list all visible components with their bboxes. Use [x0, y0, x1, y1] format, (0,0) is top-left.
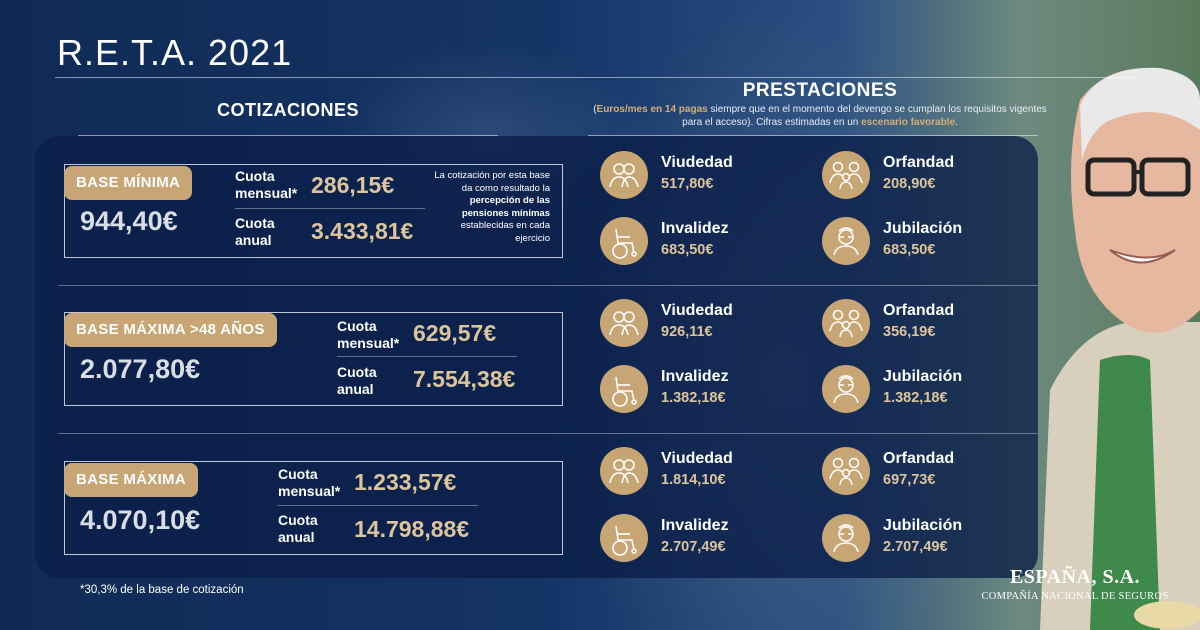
cuota-anual-label: Cuota anual — [278, 512, 318, 545]
logo-name: ESPAÑA, S.A. — [1009, 566, 1141, 588]
benefit-orfandad: Orfandad 697,73€ — [822, 447, 1022, 497]
base-maxima-box — [64, 461, 563, 555]
base-value: 4.070,10€ — [80, 505, 201, 535]
prestaciones-note: (Euros/mes en 14 pagas siempre que en el… — [593, 104, 1047, 128]
base-value: 2.077,80€ — [80, 354, 201, 384]
base-value: 944,40€ — [80, 206, 178, 236]
content-panel — [35, 136, 1038, 578]
title-underline — [55, 77, 1140, 78]
cotizaciones-heading: COTIZACIONES — [216, 100, 359, 120]
prestaciones-header: PRESTACIONES (Euros/mes en 14 pagas siem… — [590, 80, 1050, 129]
section-divider — [58, 285, 1038, 286]
benefit-viudedad: Viudedad 517,80€ — [600, 151, 800, 201]
elderly-person-icon — [822, 365, 870, 413]
family-icon — [822, 151, 870, 199]
minimum-pension-note: La cotización por esta base da como resu… — [434, 170, 550, 244]
family-icon — [822, 299, 870, 347]
widow-couple-icon — [600, 447, 648, 495]
cuota-anual-value: 14.798,88€ — [354, 516, 470, 542]
footnote: *30,3% de la base de cotización — [80, 584, 244, 596]
benefit-invalidez: Invalidez 2.707,49€ — [600, 514, 800, 564]
cuota-anual-label: Cuota anual — [235, 215, 275, 248]
widow-couple-icon — [600, 151, 648, 199]
cuota-mensual-value: 286,15€ — [311, 172, 395, 198]
base-maxima-48-box — [64, 312, 563, 406]
benefit-orfandad: Orfandad 356,19€ — [822, 299, 1022, 349]
base-label: BASE MÁXIMA — [64, 463, 198, 497]
base-label: BASE MÍNIMA — [64, 166, 193, 200]
family-icon — [822, 447, 870, 495]
cuota-anual-value: 7.554,38€ — [413, 366, 516, 392]
prestaciones-heading: PRESTACIONES — [742, 80, 898, 101]
cuota-mensual-value: 629,57€ — [413, 320, 497, 346]
company-logo: ESPAÑA, S.A. COMPAÑÍA NACIONAL DE SEGURO… — [972, 566, 1178, 602]
section-divider — [58, 433, 1038, 434]
benefit-invalidez: Invalidez 683,50€ — [600, 217, 800, 267]
benefit-jubilacion: Jubilación 2.707,49€ — [822, 514, 1022, 564]
cuota-separator — [278, 505, 478, 506]
wheelchair-icon — [600, 217, 648, 265]
cuota-mensual-value: 1.233,57€ — [354, 469, 457, 495]
cuota-anual-label: Cuota anual — [337, 364, 377, 397]
cuota-mensual-label: Cuota mensual* — [278, 466, 341, 499]
benefit-orfandad: Orfandad 208,90€ — [822, 151, 1022, 201]
cuota-separator — [337, 356, 517, 357]
benefit-viudedad: Viudedad 926,11€ — [600, 299, 800, 349]
cotizaciones-underline — [78, 135, 498, 136]
widow-couple-icon — [600, 299, 648, 347]
cuota-mensual-label: Cuota mensual* — [235, 168, 298, 201]
prestaciones-underline — [588, 135, 1038, 136]
benefit-invalidez: Invalidez 1.382,18€ — [600, 365, 800, 415]
benefit-viudedad: Viudedad 1.814,10€ — [600, 447, 800, 497]
base-label: BASE MÁXIMA >48 AÑOS — [64, 313, 277, 347]
base-minima-box — [64, 164, 563, 258]
wheelchair-icon — [600, 365, 648, 413]
elderly-person-icon — [822, 217, 870, 265]
wheelchair-icon — [600, 514, 648, 562]
cuota-separator — [235, 208, 425, 209]
elderly-man-illustration — [1040, 67, 1200, 630]
logo-subtitle: COMPAÑÍA NACIONAL DE SEGUROS — [981, 591, 1169, 602]
cuota-mensual-label: Cuota mensual* — [337, 318, 400, 351]
benefit-jubilacion: Jubilación 1.382,18€ — [822, 365, 1022, 415]
page-title: R.E.T.A. 2021 — [57, 32, 293, 73]
benefit-jubilacion: Jubilación 683,50€ — [822, 217, 1022, 267]
cuota-anual-value: 3.433,81€ — [311, 218, 414, 244]
elderly-person-icon — [822, 514, 870, 562]
